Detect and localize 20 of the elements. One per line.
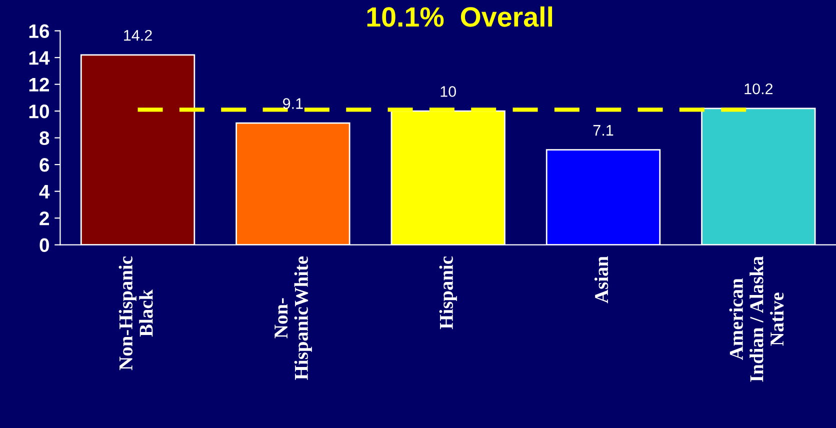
y-tick-label: 14: [29, 51, 50, 65]
y-tick-label: 2: [40, 212, 49, 226]
y-tick-label: 0: [40, 238, 49, 252]
x-tick-label: Non-Hispanic Black: [118, 256, 153, 370]
y-tick-label: 16: [29, 24, 50, 38]
data-label: 14.2: [124, 30, 152, 41]
y-tick-label: 12: [29, 78, 49, 92]
y-tick-label: 8: [40, 131, 50, 146]
x-tick-label: American Indian / Alaska Native: [729, 256, 784, 382]
data-label: 9.1: [283, 98, 303, 109]
y-tick-label: 6: [40, 158, 50, 172]
data-label: 10.2: [744, 83, 773, 94]
y-tick-label: 4: [39, 184, 50, 198]
x-tick-label: Hispanic: [439, 256, 457, 330]
data-label: 10: [440, 86, 456, 97]
x-tick-label: Asian: [594, 256, 608, 304]
chart-title: 10.1% Overall: [367, 6, 552, 27]
x-tick-label: Non- HispanicWhite: [274, 256, 312, 380]
data-label: 7.1: [593, 125, 614, 136]
y-tick-label: 10: [29, 104, 49, 118]
